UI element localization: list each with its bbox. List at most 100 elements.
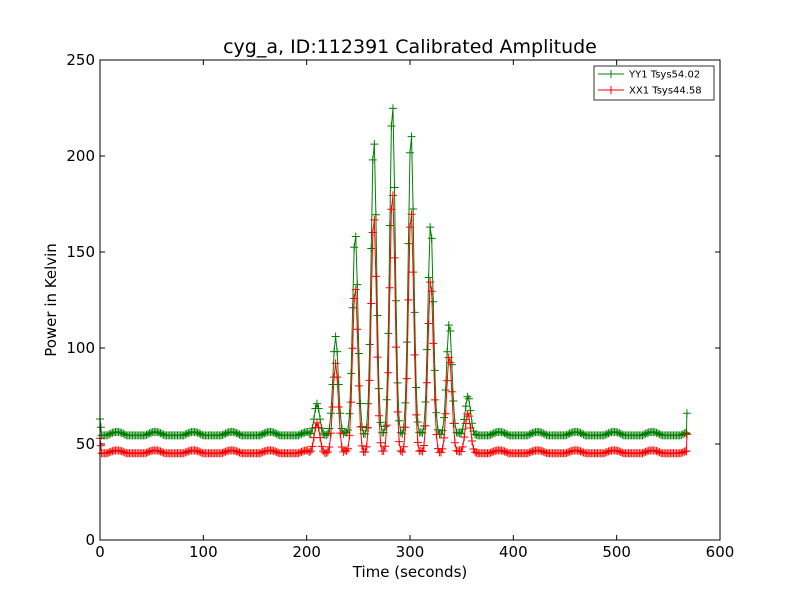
data-point-marker bbox=[402, 374, 411, 383]
data-point-marker bbox=[413, 417, 422, 426]
legend-marker-xx1 bbox=[607, 86, 615, 94]
data-point-marker bbox=[388, 104, 397, 113]
legend-label-yy1: YY1 Tsys54.02 bbox=[628, 70, 700, 81]
data-point-marker bbox=[401, 423, 410, 432]
data-point-marker bbox=[316, 433, 325, 442]
data-point-marker bbox=[406, 148, 414, 157]
data-point-marker bbox=[390, 253, 399, 262]
data-point-marker bbox=[447, 387, 456, 396]
data-point-marker bbox=[361, 448, 370, 457]
data-point-marker bbox=[461, 419, 470, 428]
data-point-marker bbox=[395, 416, 404, 425]
data-point-marker bbox=[373, 353, 382, 362]
data-point-marker bbox=[382, 395, 391, 404]
data-point-marker bbox=[468, 436, 476, 445]
legend: YY1 Tsys54.02 XX1 Tsys44.58 bbox=[593, 65, 715, 101]
data-point-marker bbox=[317, 442, 326, 451]
data-point-marker bbox=[464, 394, 473, 403]
data-point-marker bbox=[395, 437, 404, 446]
data-point-marker bbox=[323, 447, 332, 456]
data-point-marker bbox=[412, 410, 421, 419]
data-point-marker bbox=[410, 350, 419, 359]
data-point-marker bbox=[443, 347, 452, 356]
data-point-marker bbox=[314, 423, 323, 432]
data-point-marker bbox=[426, 278, 435, 287]
data-point-marker bbox=[424, 319, 433, 328]
y-tick-label: 50 bbox=[76, 435, 95, 453]
data-point-marker bbox=[416, 428, 425, 437]
data-point-marker bbox=[322, 431, 331, 440]
series-layer bbox=[96, 104, 691, 458]
data-point-marker bbox=[351, 285, 360, 294]
data-point-marker bbox=[407, 210, 416, 219]
data-point-marker bbox=[354, 381, 363, 390]
data-point-marker bbox=[469, 444, 478, 453]
data-point-marker bbox=[438, 444, 447, 453]
data-point-marker bbox=[376, 418, 385, 427]
data-point-marker bbox=[432, 430, 441, 439]
data-point-marker bbox=[444, 321, 453, 330]
data-point-marker bbox=[334, 403, 343, 412]
data-point-marker bbox=[364, 423, 373, 432]
data-point-marker bbox=[313, 418, 321, 427]
data-point-marker bbox=[398, 448, 407, 457]
data-point-marker bbox=[368, 155, 377, 164]
data-point-marker bbox=[333, 373, 342, 382]
data-point-marker bbox=[444, 353, 453, 362]
x-tick-label: 400 bbox=[499, 543, 528, 561]
data-point-marker bbox=[450, 438, 459, 447]
data-point-marker bbox=[446, 327, 455, 336]
data-point-marker bbox=[347, 369, 356, 378]
data-point-marker bbox=[334, 380, 343, 389]
y-tick-label: 250 bbox=[66, 51, 95, 69]
data-point-marker bbox=[381, 442, 390, 451]
data-point-marker bbox=[385, 283, 394, 292]
y-axis-label: Power in Kelvin bbox=[42, 243, 60, 357]
data-point-marker bbox=[410, 308, 419, 317]
data-point-marker bbox=[375, 384, 383, 393]
data-point-marker bbox=[367, 299, 376, 308]
data-point-marker bbox=[373, 311, 382, 320]
data-point-marker bbox=[354, 349, 363, 358]
data-point-marker bbox=[356, 422, 365, 431]
data-point-marker bbox=[441, 409, 450, 418]
data-point-marker bbox=[457, 447, 466, 456]
data-point-marker bbox=[412, 383, 421, 392]
data-point-marker bbox=[350, 243, 359, 252]
y-tick-label: 150 bbox=[66, 243, 95, 261]
data-point-marker bbox=[393, 407, 402, 416]
y-tick-label: 100 bbox=[66, 339, 95, 357]
legend-label-xx1: XX1 Tsys44.58 bbox=[629, 86, 702, 97]
data-point-marker bbox=[385, 221, 394, 230]
data-point-marker bbox=[390, 183, 399, 192]
data-point-marker bbox=[447, 360, 456, 369]
x-tick-label: 200 bbox=[292, 543, 321, 561]
x-tick-label: 100 bbox=[189, 543, 218, 561]
data-point-marker bbox=[371, 210, 380, 219]
data-point-marker bbox=[353, 280, 362, 289]
data-point-marker bbox=[387, 205, 396, 214]
series-xx1 bbox=[96, 191, 691, 458]
data-point-marker bbox=[351, 232, 360, 241]
data-point-marker bbox=[333, 347, 342, 356]
x-tick-label: 300 bbox=[396, 543, 425, 561]
data-point-marker bbox=[421, 421, 430, 430]
data-point-marker bbox=[440, 433, 449, 442]
data-point-marker bbox=[371, 272, 380, 281]
data-point-marker bbox=[443, 376, 452, 385]
data-point-marker bbox=[96, 423, 105, 432]
data-point-marker bbox=[416, 446, 425, 455]
data-point-marker bbox=[423, 378, 432, 387]
data-point-marker bbox=[404, 239, 413, 248]
data-point-marker bbox=[430, 366, 439, 375]
series-yy1 bbox=[96, 104, 691, 440]
data-point-marker bbox=[345, 431, 354, 440]
data-point-marker bbox=[430, 395, 439, 404]
data-point-marker bbox=[325, 424, 334, 433]
data-point-marker bbox=[331, 332, 340, 341]
data-point-marker bbox=[396, 446, 405, 455]
data-point-marker bbox=[464, 412, 473, 421]
data-point-marker bbox=[419, 441, 428, 450]
data-point-marker bbox=[331, 359, 340, 368]
data-point-marker bbox=[449, 419, 458, 428]
